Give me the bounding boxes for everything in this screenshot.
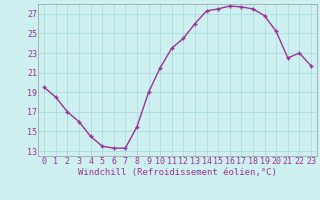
X-axis label: Windchill (Refroidissement éolien,°C): Windchill (Refroidissement éolien,°C)	[78, 168, 277, 177]
